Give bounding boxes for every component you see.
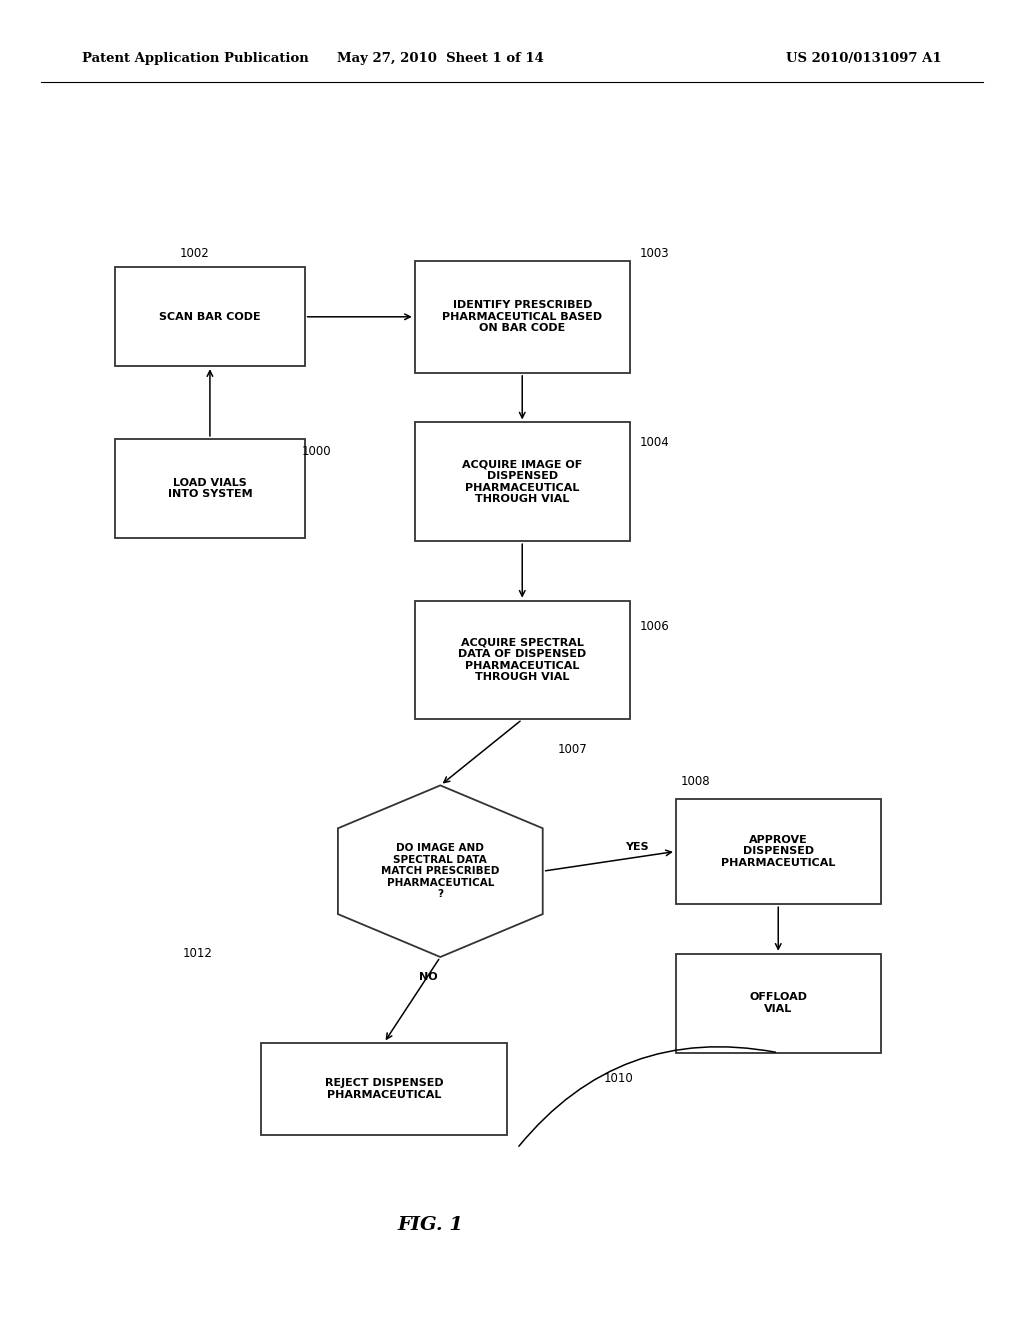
Text: Patent Application Publication: Patent Application Publication [82, 51, 308, 65]
Bar [676, 953, 881, 1053]
Text: ACQUIRE IMAGE OF
DISPENSED
PHARMACEUTICAL
THROUGH VIAL: ACQUIRE IMAGE OF DISPENSED PHARMACEUTICA… [462, 459, 583, 504]
Text: LOAD VIALS
INTO SYSTEM: LOAD VIALS INTO SYSTEM [168, 478, 252, 499]
Bar [115, 267, 305, 366]
Text: 1000: 1000 [302, 445, 332, 458]
Text: US 2010/0131097 A1: US 2010/0131097 A1 [786, 51, 942, 65]
Text: REJECT DISPENSED
PHARMACEUTICAL: REJECT DISPENSED PHARMACEUTICAL [325, 1078, 443, 1100]
Text: YES: YES [625, 842, 648, 853]
Text: May 27, 2010  Sheet 1 of 14: May 27, 2010 Sheet 1 of 14 [337, 51, 544, 65]
Text: NO: NO [419, 972, 437, 982]
Bar [415, 601, 630, 719]
Text: OFFLOAD
VIAL: OFFLOAD VIAL [750, 993, 807, 1014]
Text: 1012: 1012 [182, 946, 212, 960]
Bar [415, 261, 630, 372]
Text: 1006: 1006 [640, 620, 670, 634]
Text: FIG. 1: FIG. 1 [397, 1216, 463, 1234]
Bar [115, 438, 305, 539]
Text: ACQUIRE SPECTRAL
DATA OF DISPENSED
PHARMACEUTICAL
THROUGH VIAL: ACQUIRE SPECTRAL DATA OF DISPENSED PHARM… [458, 638, 587, 682]
Bar [415, 422, 630, 541]
Bar [676, 799, 881, 904]
Text: SCAN BAR CODE: SCAN BAR CODE [159, 312, 261, 322]
Polygon shape [338, 785, 543, 957]
Text: 1007: 1007 [558, 743, 588, 756]
Text: 1010: 1010 [604, 1072, 634, 1085]
Text: 1002: 1002 [179, 247, 209, 260]
Text: APPROVE
DISPENSED
PHARMACEUTICAL: APPROVE DISPENSED PHARMACEUTICAL [721, 834, 836, 869]
Text: 1003: 1003 [640, 247, 670, 260]
Text: 1004: 1004 [640, 436, 670, 449]
Text: IDENTIFY PRESCRIBED
PHARMACEUTICAL BASED
ON BAR CODE: IDENTIFY PRESCRIBED PHARMACEUTICAL BASED… [442, 300, 602, 334]
Text: DO IMAGE AND
SPECTRAL DATA
MATCH PRESCRIBED
PHARMACEUTICAL
?: DO IMAGE AND SPECTRAL DATA MATCH PRESCRI… [381, 843, 500, 899]
Text: 1008: 1008 [681, 775, 711, 788]
Bar [261, 1043, 507, 1135]
